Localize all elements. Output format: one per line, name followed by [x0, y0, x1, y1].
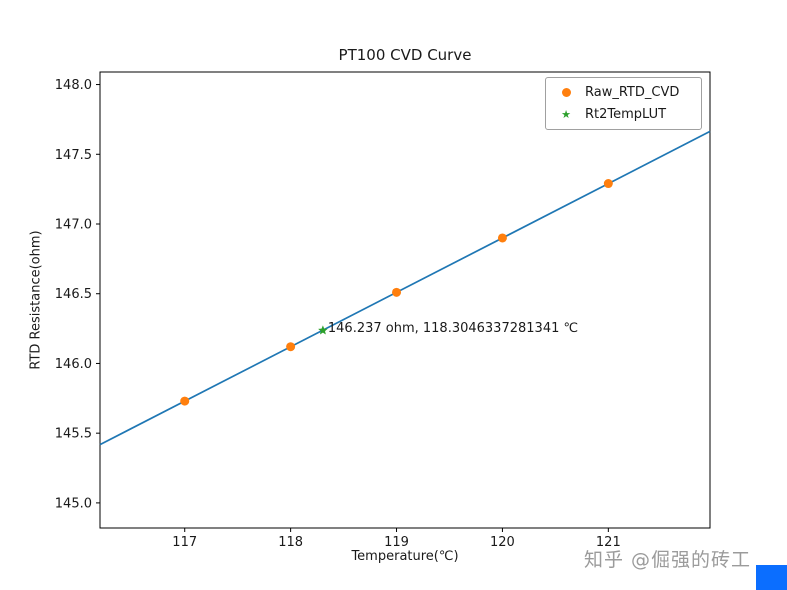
watermark-logo — [756, 565, 787, 590]
raw-rtd-point — [392, 287, 402, 297]
raw-rtd-point — [497, 233, 507, 243]
y-tick-label: 148.0 — [55, 78, 92, 93]
y-tick-label: 147.0 — [55, 218, 92, 233]
watermark-text: 知乎 @倔强的砖工 — [583, 549, 751, 571]
x-tick-label: 119 — [384, 535, 409, 550]
legend-item-rt2templut: ★ Rt2TempLUT — [556, 107, 691, 122]
circle-marker-icon — [556, 88, 576, 97]
chart-title: PT100 CVD Curve — [338, 46, 472, 64]
raw-rtd-point — [603, 179, 613, 189]
y-tick-label: 146.5 — [55, 287, 92, 302]
legend-label: Rt2TempLUT — [585, 107, 667, 122]
raw-rtd-point — [180, 396, 190, 406]
lut-star-point — [318, 325, 328, 335]
y-axis-label: RTD Resistance(ohm) — [28, 230, 44, 370]
x-axis-label: Temperature(℃) — [351, 549, 459, 564]
legend-item-raw-rtd-cvd: Raw_RTD_CVD — [556, 85, 691, 100]
legend: Raw_RTD_CVD ★ Rt2TempLUT — [545, 77, 702, 130]
x-tick-label: 118 — [278, 535, 303, 550]
y-tick-label: 147.5 — [55, 148, 92, 163]
y-tick-label: 145.5 — [55, 427, 92, 442]
axis-frame — [99, 71, 711, 529]
raw-rtd-point — [286, 342, 296, 352]
x-tick-label: 121 — [596, 535, 621, 550]
y-tick-label: 145.0 — [55, 496, 92, 511]
cvd-line — [99, 130, 711, 446]
x-tick-label: 120 — [490, 535, 515, 550]
x-tick-label: 117 — [172, 535, 197, 550]
y-tick-label: 146.0 — [55, 357, 92, 372]
legend-label: Raw_RTD_CVD — [585, 85, 680, 100]
point-annotation: 146.237 ohm, 118.3046337281341 ℃ — [327, 321, 579, 337]
star-marker-icon: ★ — [561, 108, 571, 121]
